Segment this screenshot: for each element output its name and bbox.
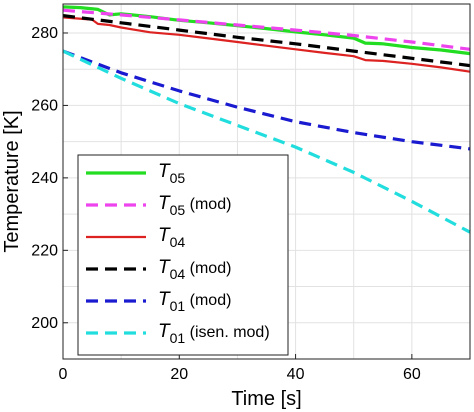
y-axis-label: Temperature [K] <box>1 110 23 252</box>
legend-entry-4: T01 (mod) <box>158 289 231 314</box>
legend-entry-3: T04 (mod) <box>158 257 231 282</box>
x-tick-label: 0 <box>59 366 68 383</box>
y-tick-label: 200 <box>31 315 58 332</box>
series-line-3 <box>62 14 471 68</box>
legend-entry-1: T05 (mod) <box>158 193 231 218</box>
y-tick-label: 240 <box>31 170 58 187</box>
series-line-5 <box>62 49 471 234</box>
series-line-2 <box>62 16 471 73</box>
plot-frame <box>62 3 471 360</box>
y-tick-label: 260 <box>31 97 58 114</box>
y-tick-label: 280 <box>31 25 58 42</box>
x-tick-label: 40 <box>287 366 305 383</box>
x-tick-label: 60 <box>403 366 421 383</box>
legend-entry-5: T01 (isen. mod) <box>158 321 270 346</box>
y-tick-label: 220 <box>31 242 58 259</box>
x-axis-label: Time [s] <box>231 388 301 410</box>
series-line-4 <box>62 49 471 151</box>
legend: T05 T05 (mod) T04 T04 (mod) T01 (mod) T01 (is… <box>77 154 289 356</box>
x-tick-label: 20 <box>170 366 188 383</box>
legend-entry-0: T05 <box>158 161 185 186</box>
legend-box <box>77 154 289 356</box>
axis-ticks: 0 20 40 60 200 220 240 260 280 <box>31 25 421 383</box>
series-lines <box>62 5 471 234</box>
legend-entry-2: T04 <box>158 225 185 250</box>
series-line-1 <box>62 8 471 51</box>
